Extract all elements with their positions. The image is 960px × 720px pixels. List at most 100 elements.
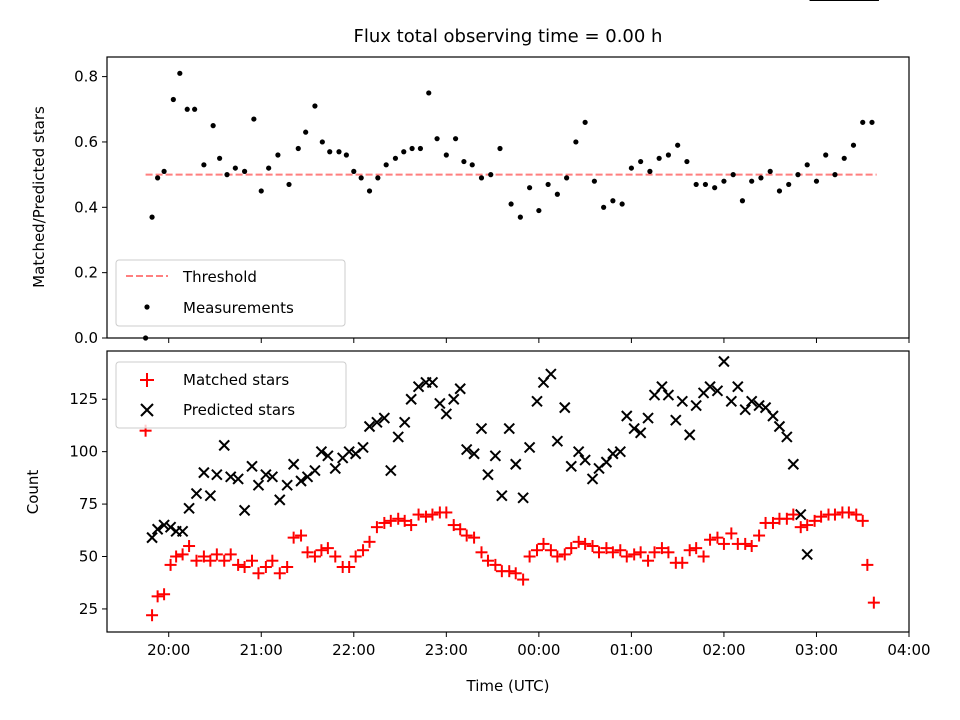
matched-star-point [531, 544, 544, 557]
bottom-y-ticks: 25 50 75 100 125 [69, 390, 107, 618]
matched-star-point [357, 544, 370, 557]
predicted-star-point [545, 368, 557, 380]
measurement-point [217, 155, 223, 161]
cross-b [176, 525, 189, 538]
cross-b [460, 443, 473, 456]
cross-b [621, 410, 633, 422]
matched-star-point [620, 550, 633, 563]
y-tick-label: 100 [69, 443, 98, 461]
matched-star-point [273, 567, 286, 580]
predicted-star-point [503, 422, 515, 435]
matched-star-point [828, 508, 841, 521]
cross-b [211, 469, 223, 481]
matched-star-point [850, 508, 863, 521]
predicted-star-point [718, 355, 730, 368]
predicted-star-point [482, 469, 494, 481]
bottom-legend: Matched stars Predicted stars [115, 361, 347, 429]
predicted-star-point [572, 445, 585, 458]
measurement-point [266, 165, 272, 171]
predicted-star-point [343, 445, 355, 458]
y-tick-label: 125 [69, 390, 98, 408]
cross-b [725, 395, 738, 408]
predicted-star-point [204, 489, 217, 502]
predicted-star-point [218, 439, 230, 452]
predicted-star-point [801, 548, 813, 561]
predicted-star-point [732, 380, 744, 393]
cross-b [204, 489, 217, 502]
predicted-star-point [725, 395, 738, 408]
predicted-star-point [329, 462, 341, 475]
cross-b [190, 487, 203, 500]
cross-b [718, 355, 730, 368]
cross-b [642, 412, 654, 424]
cross-b [572, 445, 585, 458]
matched-star-point [523, 550, 536, 563]
predicted-star-point [767, 410, 779, 422]
x-tick-label: 22:00 [332, 641, 375, 659]
measurement-point [601, 204, 607, 210]
matched-star-point [460, 529, 473, 542]
predicted-star-point [281, 479, 293, 491]
cross-b [551, 435, 564, 447]
measurement-point [564, 175, 570, 181]
measurement-point [409, 145, 415, 152]
cross-b [614, 445, 626, 458]
predicted-star-point [662, 389, 675, 401]
predicted-star-point [621, 410, 633, 422]
matched-star-point [565, 542, 578, 555]
predicted-star-point [753, 399, 765, 412]
predicted-star-point [642, 412, 654, 424]
measurement-point [869, 119, 875, 125]
x-tick-label: 04:00 [887, 641, 930, 659]
matched-star-point [517, 573, 530, 586]
cross-b [371, 416, 383, 429]
measurement-point [426, 90, 432, 96]
cross-b [232, 473, 244, 485]
matched-star-point [867, 596, 880, 609]
measurement-point [469, 162, 475, 168]
predicted-star-point [315, 445, 328, 458]
cross-b [767, 410, 779, 422]
matched-star-point [572, 535, 585, 548]
measurement-point [638, 158, 644, 165]
measurement-point [860, 119, 866, 125]
matched-star-point [384, 514, 397, 527]
top-y-axis-label: Matched/Predicted stars [30, 106, 48, 288]
measurement-point [258, 188, 264, 194]
measurement-point [478, 175, 485, 181]
predicted-star-point [274, 494, 286, 506]
predicted-star-point [412, 380, 425, 393]
cross-b [559, 401, 571, 414]
predicted-star-point [398, 416, 411, 429]
predicted-star-point [739, 404, 751, 416]
bottom-legend-box [115, 361, 347, 429]
measurement-point [850, 142, 857, 148]
matched-star-point [606, 546, 619, 559]
measurement-point [312, 103, 318, 109]
measurement-point [452, 136, 459, 142]
matched-star-point [717, 537, 730, 550]
matched-star-point [704, 533, 717, 546]
matched-star-point [642, 554, 655, 567]
matched-star-point [586, 540, 599, 553]
matched-star-point [301, 546, 314, 559]
cross-b [309, 464, 321, 477]
matched-star-point [697, 550, 710, 563]
measurement-point [739, 198, 746, 204]
measurement-point [721, 178, 727, 184]
predicted-star-point [371, 416, 383, 429]
cross-b [440, 408, 453, 420]
cross-b [503, 422, 515, 435]
predicted-star-point [405, 393, 417, 405]
measurement-point [730, 172, 736, 178]
predicted-star-point [295, 475, 307, 487]
measurement-point [327, 149, 333, 155]
measurement-point [275, 152, 281, 158]
predicted-star-point [322, 450, 334, 462]
y-tick-label: 75 [79, 495, 98, 513]
predicted-star-point [745, 395, 758, 408]
matched-star-point [197, 550, 210, 563]
cross-b [787, 458, 800, 470]
cross-b [329, 462, 341, 475]
cross-b [392, 431, 404, 443]
